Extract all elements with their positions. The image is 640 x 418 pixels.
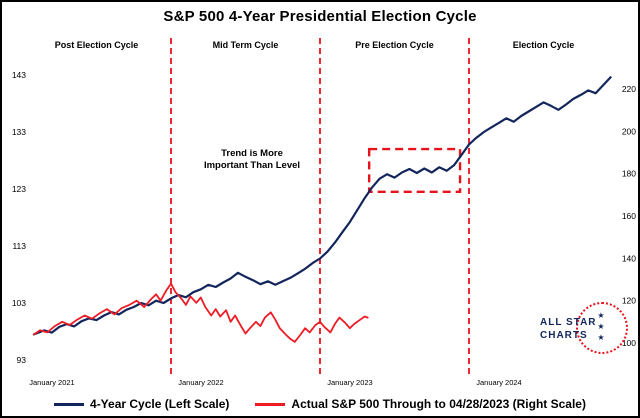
legend-label: Actual S&P 500 Through to 04/28/2023 (Ri… (291, 397, 586, 411)
logo-text: ALL STAR CHARTS (540, 316, 597, 342)
legend-line-swatch (255, 402, 286, 406)
highlight-box (367, 147, 462, 194)
left-axis-tick: 123 (12, 184, 26, 194)
section-label-2: Mid Term Cycle (212, 40, 279, 50)
x-axis-label: January 2022 (178, 378, 223, 387)
section-label-3: Pre Election Cycle (355, 40, 434, 50)
actual-line-series (32, 282, 369, 343)
annotation-line1: Trend is More (221, 148, 283, 159)
logo-dotted-ring (576, 302, 628, 354)
right-axis-tick: 100 (622, 338, 636, 348)
logo-text-top: ALL STAR (540, 317, 597, 328)
right-axis-tick: 120 (622, 296, 636, 306)
logo-stars-icon: ★ ★ ★ (597, 311, 605, 343)
section-label-4: Election Cycle (512, 40, 575, 50)
legend-label: 4-Year Cycle (Left Scale) (90, 397, 230, 411)
section-label-1: Post Election Cycle (54, 40, 139, 50)
right-axis-tick: 160 (622, 211, 636, 221)
right-axis-tick: 180 (622, 169, 636, 179)
right-axis-tick: 140 (622, 253, 636, 263)
right-axis-tick: 220 (622, 84, 636, 94)
left-axis-tick: 133 (12, 127, 26, 137)
legend-line-swatch (54, 402, 85, 406)
annotation-line2: Important Than Level (203, 160, 301, 172)
x-axis-label: January 2023 (327, 378, 372, 387)
chart-title: S&P 500 4-Year Presidential Election Cyc… (163, 8, 477, 25)
left-axis-tick: 93 (17, 355, 27, 365)
right-axis-tick: 200 (622, 126, 636, 136)
x-axis-label: January 2021 (29, 378, 74, 387)
left-axis-tick: 103 (12, 298, 26, 308)
annotation-note: Trend is More Important Than Level (194, 148, 310, 173)
x-axis-label: January 2024 (476, 378, 521, 387)
legend-item-1: 4-Year Cycle (Left Scale) (54, 397, 229, 411)
legend: 4-Year Cycle (Left Scale) Actual S&P 500 … (2, 397, 638, 411)
left-axis-tick: 113 (12, 241, 26, 251)
legend-item-2: Actual S&P 500 Through to 04/28/2023 (Ri… (255, 397, 586, 411)
cycle-line-series (32, 76, 612, 336)
allstarcharts-logo: ★ ★ ★ ALL STAR CHARTS (540, 298, 632, 368)
logo-text-bottom: CHARTS (540, 330, 588, 341)
left-axis-tick: 143 (12, 70, 26, 80)
